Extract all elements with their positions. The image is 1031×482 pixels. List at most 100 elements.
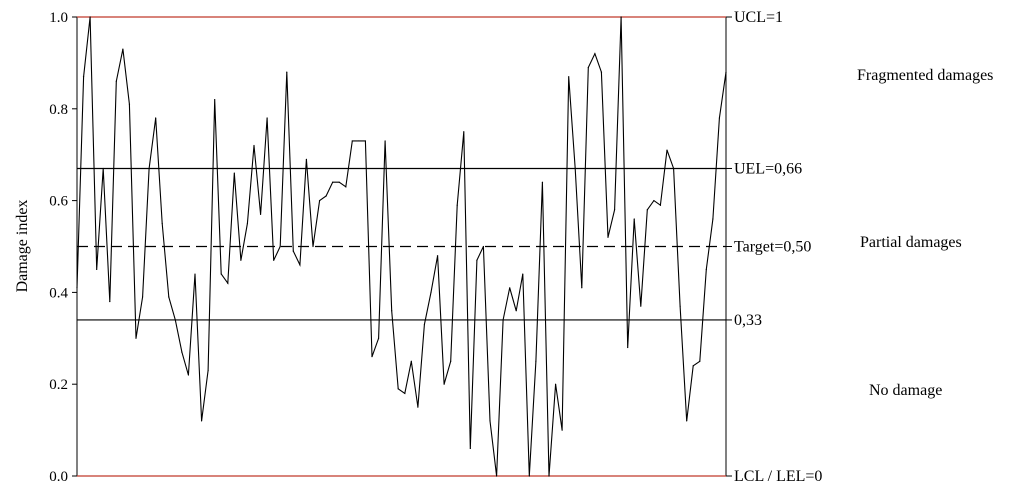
- data-point: [259, 213, 262, 215]
- data-point: [187, 374, 190, 376]
- data-point: [194, 273, 196, 275]
- data-point: [82, 76, 85, 78]
- zone-label-partial: Partial damages: [860, 234, 962, 251]
- data-point: [522, 273, 524, 275]
- data-point: [410, 360, 412, 362]
- zone-label-fragmented: Fragmented damages: [857, 67, 993, 84]
- data-point: [122, 48, 124, 50]
- reference-label: UEL=0,66: [734, 160, 802, 177]
- data-point: [279, 245, 281, 248]
- data-point: [253, 144, 255, 147]
- data-point: [181, 351, 183, 353]
- y-tick-label: 0.2: [49, 377, 68, 393]
- data-point: [646, 209, 648, 211]
- data-point: [240, 259, 242, 261]
- data-point: [712, 218, 714, 220]
- data-point: [476, 259, 478, 261]
- data-point: [509, 287, 511, 289]
- data-point: [128, 103, 131, 105]
- data-point: [705, 268, 707, 271]
- data-point: [430, 291, 432, 293]
- data-point: [613, 209, 616, 211]
- data-point: [469, 447, 471, 450]
- data-point: [528, 475, 530, 477]
- data-point: [699, 360, 701, 362]
- data-point: [345, 186, 347, 188]
- data-point: [587, 66, 589, 69]
- data-point: [174, 319, 176, 321]
- data-point: [76, 287, 78, 289]
- reference-label: UCL=1: [734, 9, 783, 26]
- series-group: [76, 16, 727, 477]
- data-point: [574, 167, 576, 170]
- data-point: [436, 255, 439, 257]
- reference-label: LCL / LEL=0: [734, 468, 822, 482]
- data-point: [286, 71, 288, 73]
- data-point: [227, 282, 229, 284]
- data-point: [351, 140, 353, 142]
- zone-label-none: No damage: [869, 382, 942, 399]
- data-point: [135, 337, 137, 339]
- data-point: [168, 296, 170, 298]
- data-point: [364, 140, 367, 142]
- data-point: [423, 323, 426, 326]
- data-point: [568, 76, 570, 78]
- data-point: [502, 319, 504, 321]
- data-point: [541, 181, 544, 183]
- data-point: [627, 346, 629, 349]
- data-point: [148, 167, 150, 170]
- data-point: [273, 259, 275, 261]
- data-point: [607, 236, 609, 238]
- data-point: [443, 383, 445, 385]
- data-point: [679, 305, 681, 307]
- reference-label: Target=0,50: [734, 239, 811, 256]
- data-point: [358, 140, 360, 142]
- y-tick-label: 0.0: [49, 469, 68, 482]
- data-point: [207, 369, 209, 372]
- data-point: [338, 181, 340, 183]
- data-point: [141, 296, 144, 298]
- data-point: [554, 383, 557, 385]
- data-point: [581, 287, 583, 289]
- data-point: [489, 420, 491, 422]
- data-point: [292, 250, 294, 252]
- data-point: [594, 53, 596, 55]
- data-point: [109, 300, 111, 303]
- data-point: [456, 204, 458, 206]
- data-point: [692, 365, 694, 367]
- data-point: [155, 117, 157, 119]
- data-point: [332, 181, 334, 183]
- data-point: [620, 16, 622, 18]
- data-point: [463, 131, 465, 133]
- data-point: [515, 310, 517, 312]
- data-point: [266, 117, 268, 119]
- data-point: [535, 360, 537, 362]
- series-line: [76, 16, 727, 477]
- data-point: [89, 16, 91, 18]
- reference-label: 0,33: [734, 312, 762, 329]
- y-axis-ticks: 0.0 0.2 0.4 0.6 0.8 1.0: [49, 10, 77, 482]
- data-point: [312, 245, 314, 248]
- data-point: [495, 475, 498, 477]
- data-point: [371, 356, 373, 358]
- data-point: [725, 71, 727, 73]
- data-point: [233, 172, 235, 174]
- data-point: [397, 388, 399, 390]
- data-point: [214, 99, 216, 101]
- y-axis-title: Damage index: [14, 200, 31, 293]
- data-point: [561, 429, 563, 431]
- data-point: [666, 149, 668, 151]
- data-point: [417, 406, 419, 408]
- data-point: [115, 80, 117, 82]
- data-point: [640, 305, 642, 307]
- y-tick-label: 0.8: [49, 102, 68, 118]
- reference-labels: UCL=1 UEL=0,66 Target=0,50 0,33 LCL / LEL=0: [726, 9, 822, 482]
- data-point: [600, 71, 603, 73]
- data-point: [102, 167, 104, 170]
- data-point: [548, 475, 550, 477]
- data-point: [200, 420, 203, 422]
- y-tick-label: 1.0: [49, 10, 68, 26]
- data-point: [384, 140, 386, 142]
- data-point: [718, 117, 721, 119]
- data-point: [653, 200, 655, 202]
